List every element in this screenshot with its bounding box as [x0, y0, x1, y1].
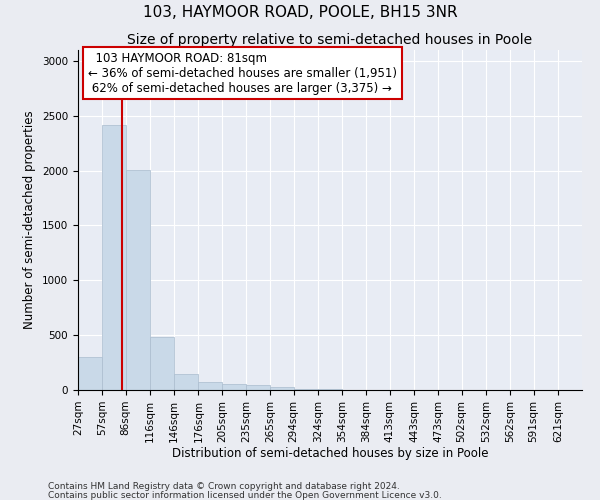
- Bar: [270, 386, 293, 390]
- Y-axis label: Number of semi-detached properties: Number of semi-detached properties: [23, 110, 37, 330]
- Text: 103, HAYMOOR ROAD, POOLE, BH15 3NR: 103, HAYMOOR ROAD, POOLE, BH15 3NR: [143, 5, 457, 20]
- Text: Contains public sector information licensed under the Open Government Licence v3: Contains public sector information licen…: [48, 490, 442, 500]
- Text: 103 HAYMOOR ROAD: 81sqm
← 36% of semi-detached houses are smaller (1,951)
 62% o: 103 HAYMOOR ROAD: 81sqm ← 36% of semi-de…: [88, 52, 397, 94]
- Bar: [199, 382, 222, 390]
- Bar: [78, 357, 102, 390]
- Bar: [222, 384, 246, 390]
- Bar: [174, 374, 199, 390]
- Bar: [150, 338, 174, 390]
- Bar: [125, 170, 150, 390]
- Bar: [102, 124, 125, 390]
- Title: Size of property relative to semi-detached houses in Poole: Size of property relative to semi-detach…: [127, 34, 533, 48]
- Bar: [246, 384, 270, 390]
- Text: Contains HM Land Registry data © Crown copyright and database right 2024.: Contains HM Land Registry data © Crown c…: [48, 482, 400, 491]
- X-axis label: Distribution of semi-detached houses by size in Poole: Distribution of semi-detached houses by …: [172, 448, 488, 460]
- Bar: [293, 389, 318, 390]
